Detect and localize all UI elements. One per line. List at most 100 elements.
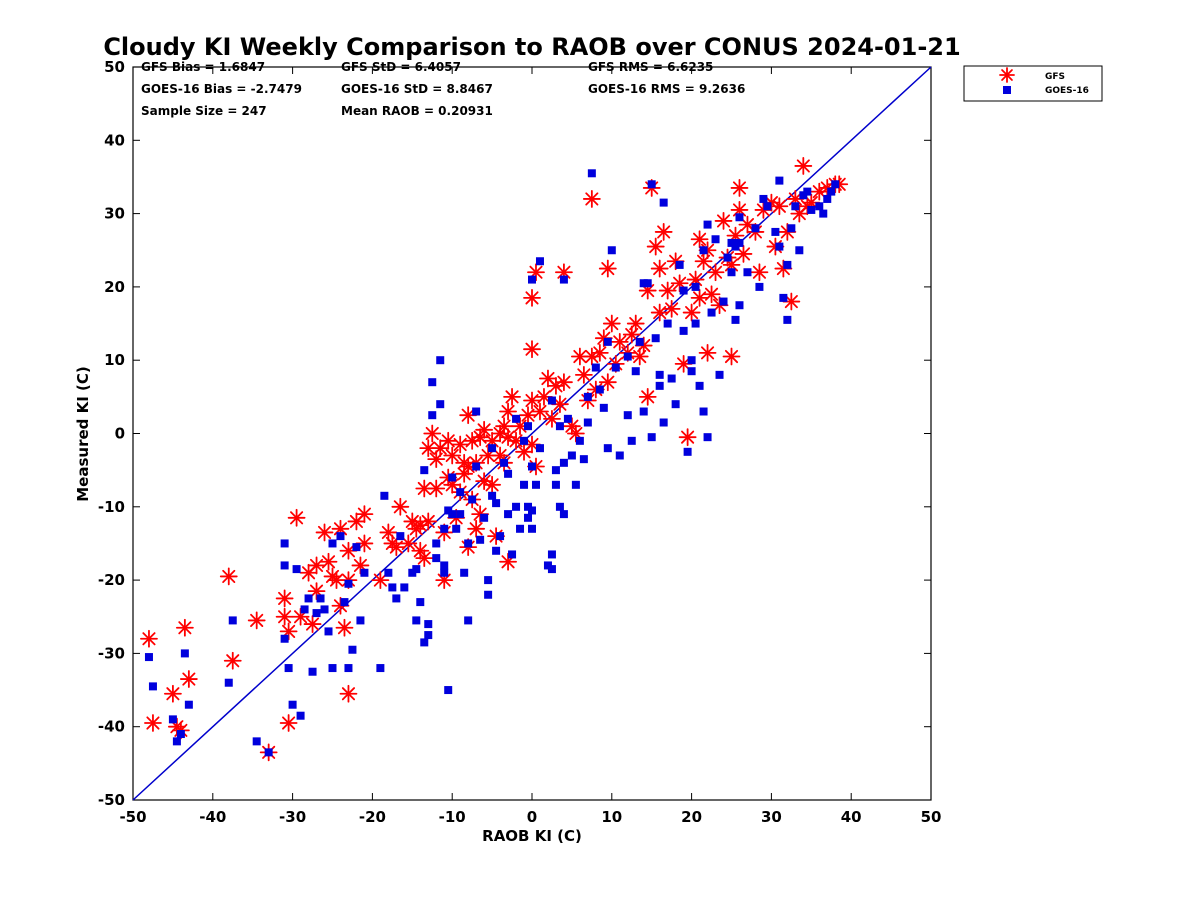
- y-tick-label: -40: [98, 718, 125, 736]
- goes-point: [647, 180, 656, 189]
- goes-point: [823, 194, 832, 203]
- goes-point: [715, 370, 724, 379]
- gfs-point: [163, 684, 182, 703]
- goes-point: [464, 539, 473, 548]
- gfs-point: [415, 549, 434, 568]
- gfs-point: [175, 618, 194, 637]
- goes-point: [436, 400, 445, 409]
- goes-point: [472, 407, 481, 416]
- goes-point: [528, 524, 536, 533]
- x-tick-label: 0: [527, 808, 537, 826]
- goes-point: [448, 510, 457, 519]
- gfs-point: [650, 259, 669, 278]
- goes-point: [787, 224, 796, 233]
- goes-point: [591, 363, 600, 372]
- gfs-point: [598, 259, 617, 278]
- goes-point: [528, 506, 536, 515]
- goes-point: [424, 631, 433, 640]
- goes-point: [723, 253, 732, 262]
- goes-point: [807, 205, 816, 214]
- goes-point: [559, 275, 568, 284]
- gfs-point: [519, 406, 537, 425]
- goes-point: [476, 535, 485, 544]
- gfs-point: [523, 288, 541, 307]
- goes-point: [144, 653, 153, 662]
- gfs-point: [698, 343, 717, 362]
- x-tick-label: -10: [439, 808, 466, 826]
- goes-point: [352, 543, 361, 552]
- goes-point: [484, 590, 493, 599]
- goes-point: [547, 550, 556, 559]
- goes-point: [328, 664, 337, 673]
- gfs-point: [315, 523, 334, 542]
- goes-point: [587, 169, 596, 178]
- goes-point: [703, 220, 712, 229]
- gfs-point: [427, 479, 446, 498]
- goes-point: [328, 539, 337, 548]
- goes-point: [599, 403, 608, 412]
- gfs-point: [399, 534, 418, 553]
- goes-point: [651, 334, 660, 343]
- goes-point: [180, 649, 189, 658]
- gfs-point: [650, 303, 669, 322]
- goes-point: [492, 499, 501, 508]
- goes-point: [791, 202, 800, 211]
- one-to-one-line: [132, 66, 932, 801]
- gfs-point: [247, 611, 266, 630]
- goes-point: [659, 198, 668, 207]
- goes-point: [344, 579, 353, 588]
- goes-point: [348, 645, 357, 654]
- goes-point: [488, 444, 497, 453]
- stat-gfs-rms: GFS RMS = 6.6235: [588, 60, 713, 74]
- goes-point: [703, 433, 712, 442]
- stat-gfs-std: GFS StD = 6.4057: [341, 60, 461, 74]
- chart-title: Cloudy KI Weekly Comparison to RAOB over…: [103, 33, 960, 61]
- goes-point: [464, 616, 473, 625]
- goes-point: [524, 513, 533, 522]
- y-tick-label: -20: [98, 571, 125, 589]
- gfs-point: [144, 714, 162, 732]
- goes-point: [583, 418, 592, 427]
- y-tick-label: -30: [98, 644, 125, 662]
- goes-point: [480, 513, 489, 522]
- goes-point: [603, 444, 612, 453]
- reference-line-layer: [132, 66, 932, 801]
- goes-point: [783, 315, 792, 324]
- goes-point: [504, 510, 513, 519]
- goes-point: [456, 488, 465, 497]
- gfs-point: [499, 402, 517, 421]
- goes-point: [324, 627, 333, 636]
- gfs-point: [427, 450, 446, 469]
- goes-point: [643, 279, 652, 288]
- gfs-point: [610, 332, 629, 351]
- gfs-point: [730, 179, 749, 197]
- goes-point: [516, 524, 525, 533]
- gfs-point: [678, 428, 697, 447]
- goes-point: [667, 374, 676, 383]
- legend-gfs-asterisk: [999, 67, 1015, 83]
- gfs-point: [770, 197, 789, 216]
- goes-point: [340, 598, 349, 607]
- goes-point: [420, 466, 429, 475]
- stat-goes-std: GOES-16 StD = 8.8467: [341, 82, 493, 96]
- stat-gfs-bias: GFS Bias = 1.6847: [141, 60, 265, 74]
- goes-point: [635, 337, 644, 346]
- legend-goes-marker: [1003, 86, 1011, 94]
- goes-point: [535, 444, 544, 453]
- gfs-point: [555, 373, 573, 392]
- gfs-point: [503, 387, 521, 406]
- gfs-point: [662, 299, 681, 318]
- goes-point: [280, 561, 289, 570]
- goes-point: [524, 422, 533, 431]
- goes-point: [512, 502, 521, 511]
- y-axis-label: Measured KI (C): [74, 366, 92, 502]
- goes-point: [615, 451, 624, 460]
- gfs-point: [523, 340, 541, 359]
- goes-point: [376, 664, 385, 673]
- goes-point: [571, 480, 580, 489]
- goes-point: [484, 576, 493, 585]
- axis-ticks: -50 -40 -30 -20 -10 0 10 20 30 40 50 -50 -40 -30 -20 -1…: [98, 58, 942, 826]
- goes-point: [707, 308, 716, 317]
- goes-point: [380, 491, 389, 500]
